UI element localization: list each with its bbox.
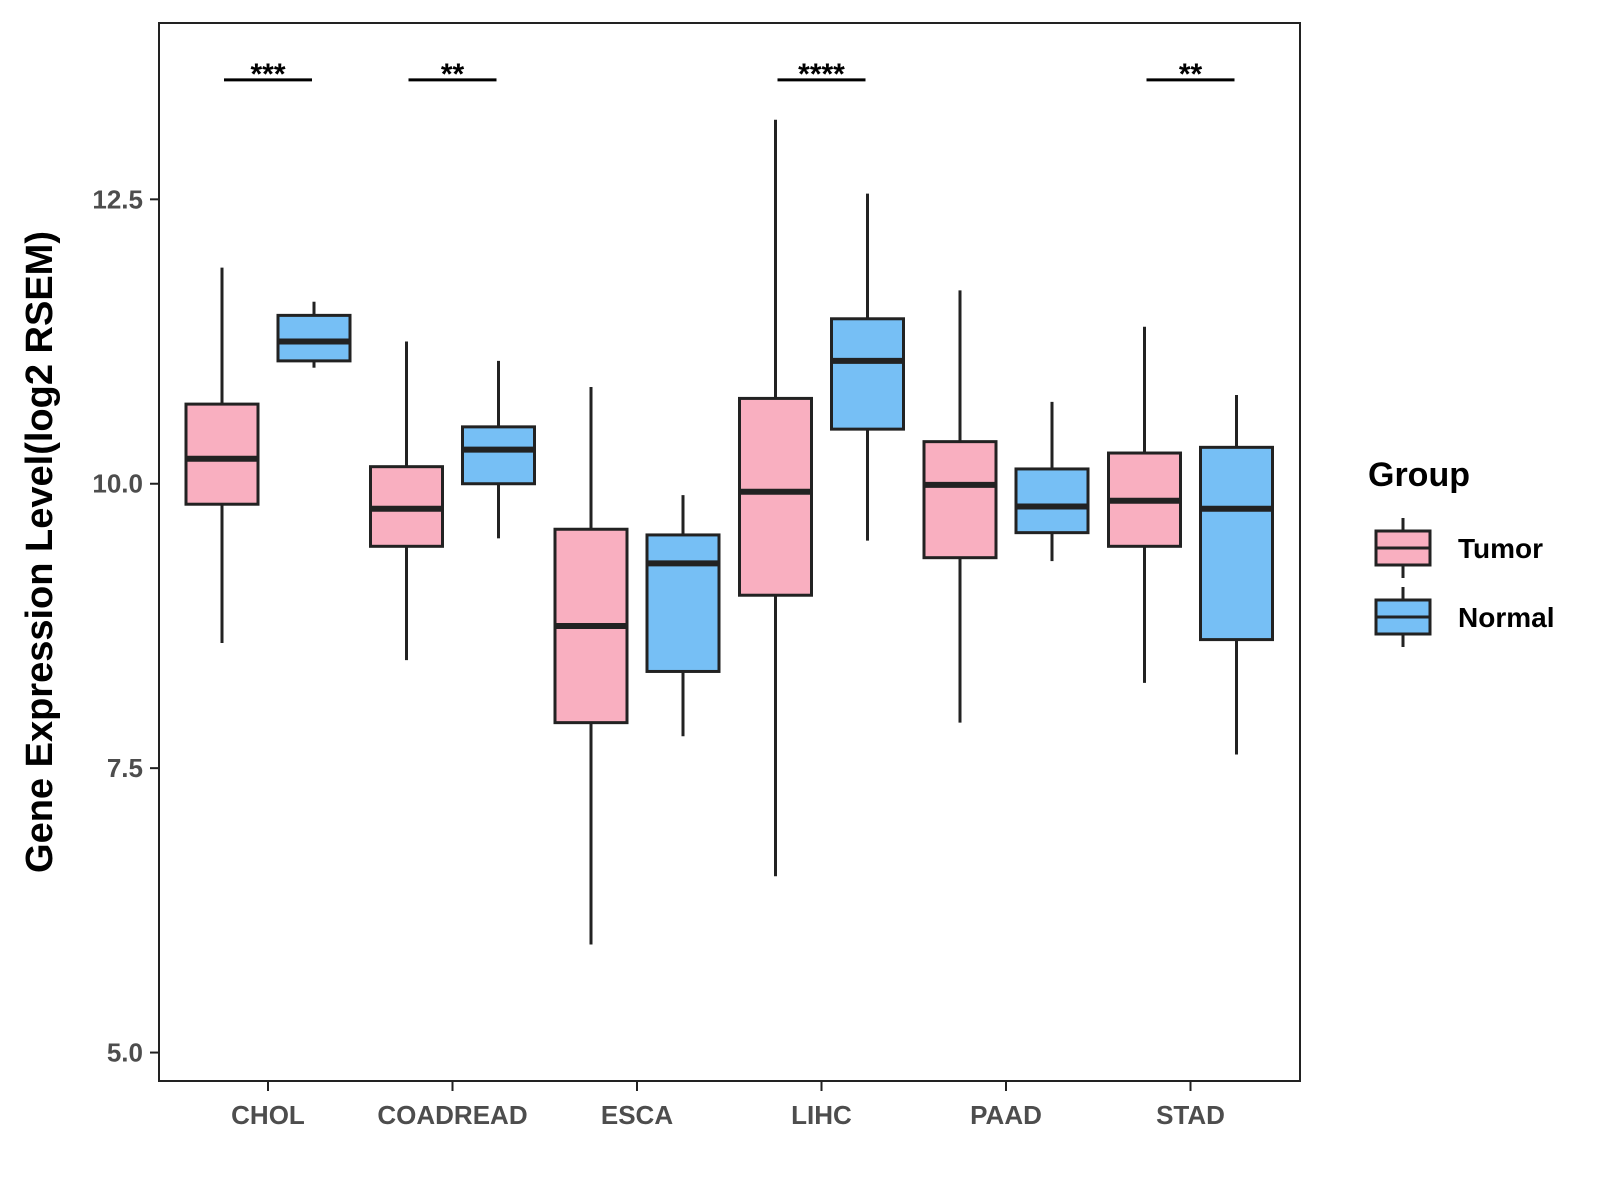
iqr-box <box>738 396 813 597</box>
plot-panel-border <box>158 22 1301 1082</box>
tumor-box-stad <box>1107 326 1182 683</box>
tumor-box-chol <box>184 267 260 644</box>
x-tick-label: PAAD <box>970 1100 1042 1130</box>
normal-box-esca <box>645 495 721 737</box>
normal-box-paad <box>1014 401 1090 562</box>
significance-label: ** <box>1179 58 1203 91</box>
x-tick-label: STAD <box>1156 1100 1225 1130</box>
x-tick-label: CHOL <box>231 1100 305 1130</box>
legend: Group Tumor Normal <box>1368 456 1554 647</box>
significance-label: **** <box>798 58 845 91</box>
iqr-box <box>830 317 905 431</box>
x-tick-label: LIHC <box>791 1100 852 1130</box>
normal-box-stad <box>1199 395 1274 755</box>
significance-label: *** <box>250 58 285 91</box>
legend-label: Tumor <box>1458 533 1543 564</box>
x-tick-label: COADREAD <box>377 1100 527 1130</box>
y-tick-label: 12.5 <box>92 184 143 214</box>
significance-layer: *** ** **** ** <box>224 58 1235 91</box>
iqr-box <box>276 313 352 363</box>
box-layer <box>184 119 1274 945</box>
y-tick-label: 10.0 <box>92 469 143 499</box>
legend-entry-normal: Normal <box>1374 587 1554 647</box>
y-axis: 5.0 7.5 10.0 12.5 <box>92 184 159 1068</box>
normal-box-chol <box>276 301 352 368</box>
legend-entry-tumor: Tumor <box>1374 518 1543 578</box>
iqr-box <box>1014 467 1090 535</box>
iqr-box <box>1199 445 1274 642</box>
y-axis-title: Gene Expression Level(log2 RSEM) <box>19 231 61 873</box>
x-axis: CHOL COADREAD ESCA LIHC PAAD STAD <box>231 1081 1225 1130</box>
tumor-box-coadread <box>369 341 444 661</box>
tumor-box-esca <box>553 387 629 945</box>
iqr-box <box>645 533 721 673</box>
y-tick-label: 5.0 <box>107 1038 143 1068</box>
normal-box-coadread <box>461 360 536 539</box>
x-tick-label: ESCA <box>601 1100 673 1130</box>
tumor-box-lihc <box>738 119 813 877</box>
y-tick-label: 7.5 <box>107 753 143 783</box>
iqr-box <box>184 402 260 506</box>
normal-box-lihc <box>830 193 905 541</box>
iqr-box <box>461 425 536 486</box>
significance-label: ** <box>441 58 465 91</box>
iqr-box <box>922 440 998 560</box>
tumor-box-paad <box>922 290 998 723</box>
legend-title: Group <box>1368 456 1470 494</box>
legend-label: Normal <box>1458 602 1554 633</box>
